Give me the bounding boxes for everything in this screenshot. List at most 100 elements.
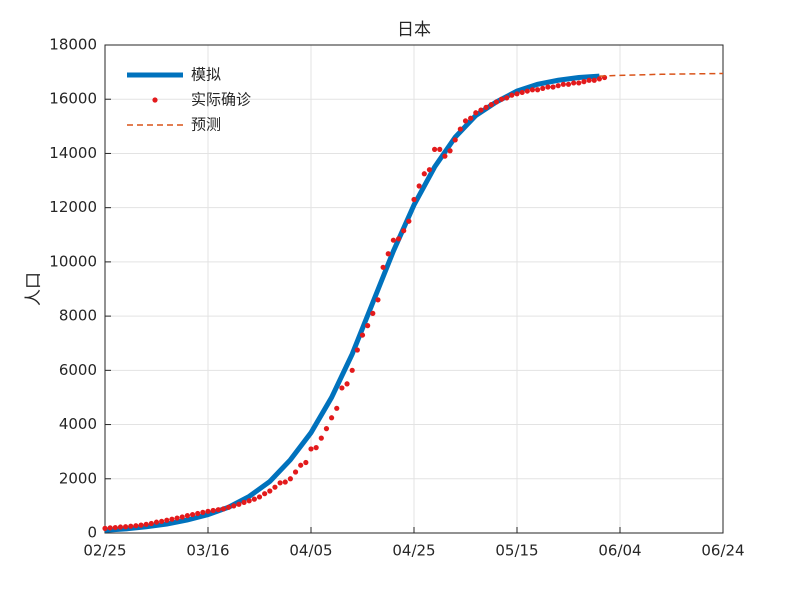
data-point — [169, 516, 175, 522]
data-point — [174, 515, 180, 521]
data-point — [370, 310, 376, 316]
data-point — [581, 79, 587, 85]
data-point — [251, 496, 257, 502]
data-point — [303, 459, 309, 466]
legend-label: 实际确诊 — [191, 91, 251, 109]
data-point — [416, 183, 422, 189]
data-point — [555, 83, 561, 89]
y-tick-label: 4000 — [59, 415, 97, 433]
data-point — [457, 126, 463, 132]
data-point — [421, 171, 427, 177]
y-tick-label: 6000 — [59, 361, 97, 379]
data-point — [565, 81, 572, 87]
y-tick-label: 12000 — [49, 198, 97, 216]
data-point — [143, 521, 149, 527]
data-point — [483, 104, 489, 110]
data-point — [241, 499, 247, 505]
data-point — [462, 118, 469, 124]
data-point — [380, 264, 386, 270]
data-point — [210, 507, 216, 514]
x-tick-label: 06/04 — [598, 542, 641, 560]
data-point — [282, 479, 288, 485]
data-point — [442, 153, 448, 159]
data-point — [226, 504, 232, 510]
data-point — [117, 524, 124, 530]
data-point — [112, 524, 118, 531]
data-point — [159, 518, 165, 524]
legend-label: 预测 — [191, 116, 221, 134]
data-point — [473, 110, 479, 116]
data-point — [298, 462, 304, 468]
data-point — [184, 513, 190, 519]
data-point — [215, 507, 221, 513]
data-point — [246, 498, 252, 504]
data-point — [375, 297, 381, 303]
plot-frame — [104, 44, 724, 534]
data-point — [205, 508, 211, 514]
data-point — [133, 523, 139, 529]
data-point — [401, 228, 407, 234]
data-point — [267, 488, 273, 494]
y-tick-label: 16000 — [49, 90, 97, 108]
legend-marker — [152, 97, 158, 103]
data-point — [529, 87, 536, 93]
data-point — [200, 509, 206, 515]
data-point — [535, 87, 541, 93]
data-point — [329, 415, 335, 421]
x-tick-label: 04/05 — [289, 542, 332, 560]
x-tick-label: 06/24 — [701, 542, 744, 560]
data-point — [189, 511, 196, 518]
data-point — [349, 367, 355, 373]
data-point — [308, 446, 314, 452]
data-point — [426, 167, 433, 173]
x-tick-label: 02/25 — [83, 542, 126, 560]
data-point — [390, 237, 396, 243]
data-point — [452, 137, 458, 143]
y-tick-label: 18000 — [49, 36, 97, 54]
data-point — [287, 476, 293, 482]
data-point — [318, 435, 324, 441]
data-point — [576, 80, 582, 86]
y-tick-label: 2000 — [59, 469, 97, 487]
data-point — [504, 95, 510, 101]
data-point — [365, 323, 371, 329]
data-point — [437, 146, 443, 152]
data-point — [591, 77, 597, 83]
x-tick-label: 05/15 — [495, 542, 538, 560]
data-point — [359, 332, 366, 338]
data-point — [354, 347, 360, 353]
data-point — [220, 506, 227, 512]
data-point — [256, 494, 263, 500]
data-point — [231, 503, 237, 509]
data-point — [313, 445, 319, 451]
data-point — [540, 85, 546, 91]
data-point — [571, 80, 577, 86]
data-point — [432, 146, 438, 152]
data-point — [195, 510, 201, 517]
data-point — [545, 84, 551, 90]
data-point — [138, 522, 144, 528]
data-point — [339, 385, 345, 391]
data-point — [179, 514, 185, 520]
data-point — [323, 426, 330, 432]
data-point — [468, 115, 474, 121]
series-line — [599, 72, 724, 77]
y-tick-label: 14000 — [49, 144, 97, 162]
data-point — [493, 99, 499, 105]
y-tick-label: 10000 — [49, 252, 97, 270]
legend-label: 模拟 — [191, 66, 221, 84]
y-tick-label: 0 — [87, 524, 97, 542]
data-point — [102, 525, 108, 531]
y-tick-label: 8000 — [59, 307, 97, 325]
data-point — [514, 91, 520, 97]
data-point — [395, 236, 402, 242]
data-point — [596, 76, 603, 82]
data-point — [164, 517, 170, 523]
data-point — [519, 89, 525, 96]
data-point — [236, 501, 242, 507]
data-point — [498, 96, 505, 102]
data-point — [148, 520, 154, 527]
x-tick-label: 03/16 — [186, 542, 229, 560]
